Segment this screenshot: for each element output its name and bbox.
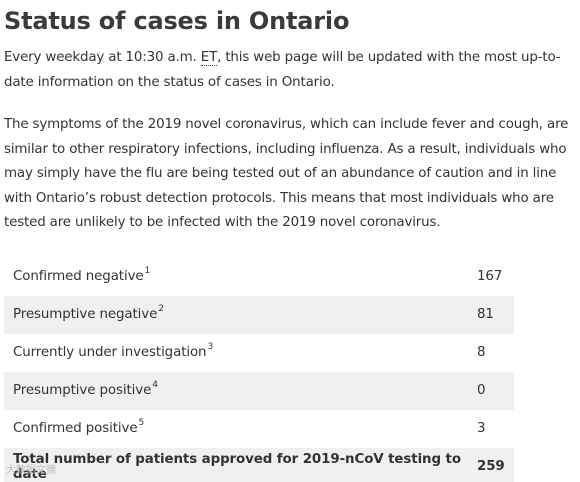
row-value: 81: [477, 295, 514, 334]
footnote-ref[interactable]: 3: [207, 342, 214, 352]
row-label: Presumptive negative2: [4, 295, 477, 334]
intro-text-end: , this web page will be updated with the…: [4, 50, 561, 90]
watermark: 大数据文摘: [6, 465, 56, 476]
intro-text-start: Every weekday at 10:30 a.m.: [4, 50, 201, 65]
page-title: Status of cases in Ontario: [4, 7, 350, 35]
total-value: 259: [477, 447, 514, 482]
row-label: Confirmed positive5: [13, 418, 145, 436]
footnote-ref[interactable]: 1: [144, 266, 151, 276]
row-label: Confirmed negative1: [13, 266, 151, 284]
table-row-under-investigation: Currently under investigation3 8: [4, 334, 514, 372]
footnote-ref[interactable]: 2: [158, 304, 164, 314]
row-value: 167: [477, 269, 503, 284]
footnote-ref[interactable]: 4: [152, 380, 158, 390]
row-value: 3: [477, 421, 486, 436]
row-label: Presumptive positive4: [4, 371, 477, 410]
table-row-total: Total number of patients approved for 20…: [4, 447, 514, 482]
eastern-time-abbr[interactable]: ET: [200, 50, 218, 66]
row-value: 0: [477, 371, 514, 410]
row-value: 8: [477, 345, 486, 360]
symptoms-paragraph: The symptoms of the 2019 novel coronavir…: [4, 117, 569, 230]
intro-paragraph: Every weekday at 10:30 a.m. ET, this web…: [4, 46, 576, 95]
table-row-confirmed-positive: Confirmed positive5 3: [4, 410, 514, 448]
footnote-ref[interactable]: 5: [138, 418, 145, 428]
table-row-presumptive-negative: Presumptive negative2 81: [4, 295, 514, 334]
table-row-presumptive-positive: Presumptive positive4 0: [4, 371, 514, 410]
case-status-table: Confirmed negative1 167 Presumptive nega…: [4, 258, 514, 482]
row-label: Currently under investigation3: [13, 342, 214, 360]
table-row-confirmed-negative: Confirmed negative1 167: [4, 258, 514, 296]
total-label: Total number of patients approved for 20…: [4, 447, 477, 482]
